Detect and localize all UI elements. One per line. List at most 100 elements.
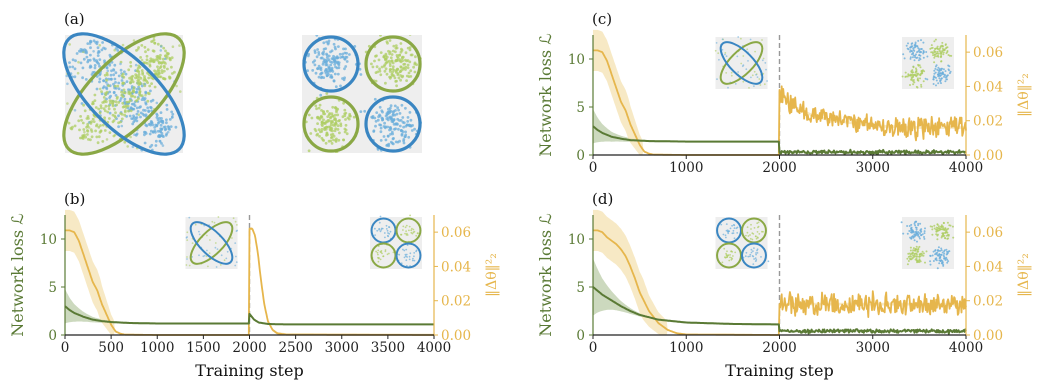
scatter-point	[920, 48, 922, 50]
scatter-point	[922, 49, 925, 52]
scatter-point	[322, 58, 326, 62]
scatter-point	[84, 135, 88, 139]
scatter-point	[134, 63, 138, 67]
scatter-point	[900, 221, 903, 224]
blue-circle	[395, 242, 422, 269]
scatter-point	[93, 93, 97, 97]
scatter-point	[741, 65, 744, 68]
scatter-point	[915, 70, 918, 73]
scatter-point	[721, 48, 724, 51]
scatter-point	[149, 122, 152, 126]
scatter-point	[95, 135, 99, 139]
scatter-point	[144, 123, 148, 127]
scatter-point	[911, 52, 914, 55]
scatter-point	[157, 68, 160, 71]
scatter-point	[327, 58, 331, 61]
panel-a-right-inset	[302, 35, 422, 153]
scatter-point	[940, 225, 943, 228]
scatter-point	[104, 91, 107, 95]
scatter-point	[107, 84, 110, 88]
scatter-point	[394, 122, 398, 126]
scatter-point	[324, 47, 328, 50]
scatter-point	[121, 105, 125, 109]
scatter-point	[750, 223, 752, 226]
scatter-point	[907, 73, 910, 76]
scatter-point	[922, 254, 925, 257]
scatter-point	[941, 41, 944, 44]
scatter-point	[236, 224, 238, 226]
scatter-point	[933, 61, 936, 64]
scatter-point	[234, 220, 237, 223]
scatter-point	[394, 59, 398, 63]
scatter-point	[129, 61, 133, 64]
scatter-point	[940, 247, 943, 250]
scatter-point	[379, 230, 382, 233]
scatter-point	[951, 225, 954, 228]
scatter-point	[721, 38, 724, 41]
scatter-point	[147, 76, 151, 80]
scatter-point	[388, 50, 392, 54]
scatter-point	[931, 233, 934, 236]
scatter-point	[333, 113, 337, 117]
scatter-point	[401, 55, 405, 59]
scatter-point	[413, 127, 416, 131]
scatter-point	[382, 54, 386, 58]
scatter-point	[725, 252, 727, 255]
scatter-point	[412, 65, 415, 69]
scatter-point	[105, 78, 108, 82]
scatter-point	[86, 122, 90, 126]
scatter-point	[84, 78, 88, 81]
scatter-point	[133, 133, 136, 136]
scatter-point	[947, 233, 950, 236]
scatter-point	[353, 45, 357, 48]
x-tick-label: 1000	[669, 160, 703, 176]
scatter-point	[170, 56, 174, 60]
scatter-point	[343, 127, 347, 131]
scatter-point	[907, 42, 909, 45]
scatter-point	[911, 252, 914, 255]
scatter-point	[920, 72, 923, 75]
scatter-point	[160, 119, 164, 123]
scatter-point	[316, 132, 319, 136]
scatter-point	[939, 249, 942, 252]
scatter-point	[398, 53, 401, 57]
scatter-point	[162, 125, 166, 129]
scatter-point	[379, 139, 383, 142]
scatter-point	[397, 127, 400, 131]
scatter-point	[226, 250, 229, 253]
scatter-point	[135, 87, 139, 91]
scatter-point	[380, 65, 384, 69]
scatter-point	[337, 61, 341, 64]
scatter-point	[402, 229, 404, 231]
scatter-point	[322, 60, 325, 64]
scatter-point	[387, 107, 390, 111]
scatter-point	[908, 230, 911, 232]
scatter-point	[128, 114, 132, 118]
scatter-point	[165, 55, 169, 58]
scatter-point	[397, 108, 400, 112]
scatter-point	[106, 110, 110, 114]
scatter-point	[917, 248, 920, 251]
scatter-point	[317, 53, 321, 56]
scatter-point	[386, 118, 390, 122]
inset-background	[715, 217, 768, 269]
scatter-point	[940, 60, 943, 63]
scatter-point	[374, 227, 376, 230]
scatter-point	[746, 48, 749, 51]
scatter-point	[148, 145, 152, 149]
scatter-point	[405, 253, 408, 256]
scatter-point	[393, 104, 397, 108]
scatter-point	[386, 234, 389, 237]
scatter-point	[315, 107, 318, 111]
scatter-point	[142, 98, 146, 102]
scatter-point	[327, 125, 330, 129]
scatter-point	[385, 224, 388, 227]
panel-a-left-inset	[62, 32, 186, 156]
scatter-point	[937, 66, 940, 69]
scatter-point	[404, 51, 408, 55]
scatter-point	[377, 256, 379, 259]
scatter-point	[343, 130, 347, 134]
scatter-point	[126, 109, 130, 113]
scatter-point	[398, 124, 402, 128]
scatter-point	[333, 129, 337, 133]
